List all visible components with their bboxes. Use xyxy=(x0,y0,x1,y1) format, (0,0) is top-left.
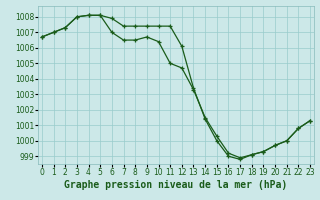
X-axis label: Graphe pression niveau de la mer (hPa): Graphe pression niveau de la mer (hPa) xyxy=(64,180,288,190)
